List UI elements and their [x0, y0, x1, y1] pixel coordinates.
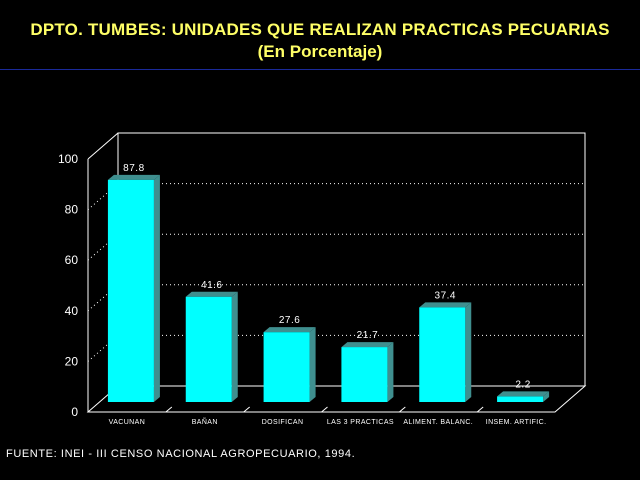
chart-title: DPTO. TUMBES: UNIDADES QUE REALIZAN PRAC…	[30, 20, 610, 39]
data-label: 21.7	[357, 330, 378, 341]
bar	[185, 296, 232, 402]
chart-subtitle: (En Porcentaje)	[257, 42, 383, 61]
bar	[107, 179, 154, 402]
x-tick	[321, 406, 328, 413]
source-note: FUENTE: INEI - III CENSO NACIONAL AGROPE…	[6, 448, 356, 460]
y-tick-label: 20	[65, 354, 79, 368]
left-wall-top-edge	[87, 132, 119, 160]
y-tick-label: 60	[65, 253, 79, 267]
bar	[341, 347, 388, 402]
x-tick-label: LAS 3 PRACTICAS	[327, 419, 394, 426]
x-tick	[399, 406, 406, 413]
bar-side	[231, 291, 238, 402]
data-label: 27.6	[279, 315, 300, 326]
x-tick	[476, 406, 484, 413]
bar-top	[497, 391, 550, 397]
bar-side	[153, 174, 160, 402]
bar	[497, 396, 544, 402]
bar-top	[107, 174, 160, 180]
data-label: 87.8	[123, 163, 144, 174]
x-tick	[243, 406, 250, 413]
y-tick-label: 0	[71, 405, 78, 419]
bar	[263, 332, 310, 402]
x-tick	[165, 406, 173, 413]
bar-top	[419, 302, 472, 308]
x-tick-label: VACUNAN	[109, 419, 146, 426]
bar-side	[309, 327, 316, 402]
bar-top	[341, 342, 394, 348]
bar-side	[543, 391, 550, 402]
data-label: 2.2	[515, 379, 530, 390]
y-tick-label: 40	[65, 304, 79, 318]
bar	[419, 307, 466, 402]
bar-side	[387, 342, 394, 402]
bar-side	[465, 302, 472, 402]
data-label: 37.4	[435, 290, 456, 301]
bar-top	[185, 291, 238, 297]
x-tick-label: ALIMENT. BALANC.	[403, 419, 473, 426]
x-tick-label: INSEM. ARTIFIC.	[486, 419, 547, 426]
data-label: 41.6	[201, 280, 222, 291]
y-tick-label: 80	[65, 203, 79, 217]
x-tick-label: DOSIFICAN	[262, 419, 304, 426]
bar-top	[263, 327, 316, 333]
y-tick-label: 100	[58, 152, 78, 166]
x-tick-label: BAÑAN	[192, 417, 218, 426]
title-divider	[0, 69, 640, 70]
